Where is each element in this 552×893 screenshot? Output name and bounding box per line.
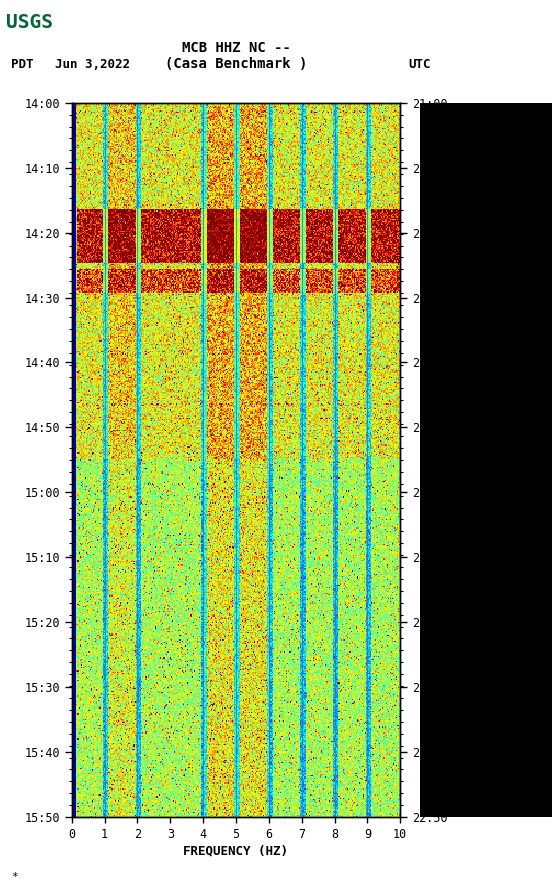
Text: (Casa Benchmark ): (Casa Benchmark ) [165,57,307,71]
Text: UTC: UTC [408,58,431,71]
Text: Jun 3,2022: Jun 3,2022 [55,58,130,71]
Text: *: * [11,872,18,882]
Text: MCB HHZ NC --: MCB HHZ NC -- [182,41,290,55]
Text: USGS: USGS [6,13,52,32]
X-axis label: FREQUENCY (HZ): FREQUENCY (HZ) [183,845,289,857]
Text: PDT: PDT [11,58,34,71]
